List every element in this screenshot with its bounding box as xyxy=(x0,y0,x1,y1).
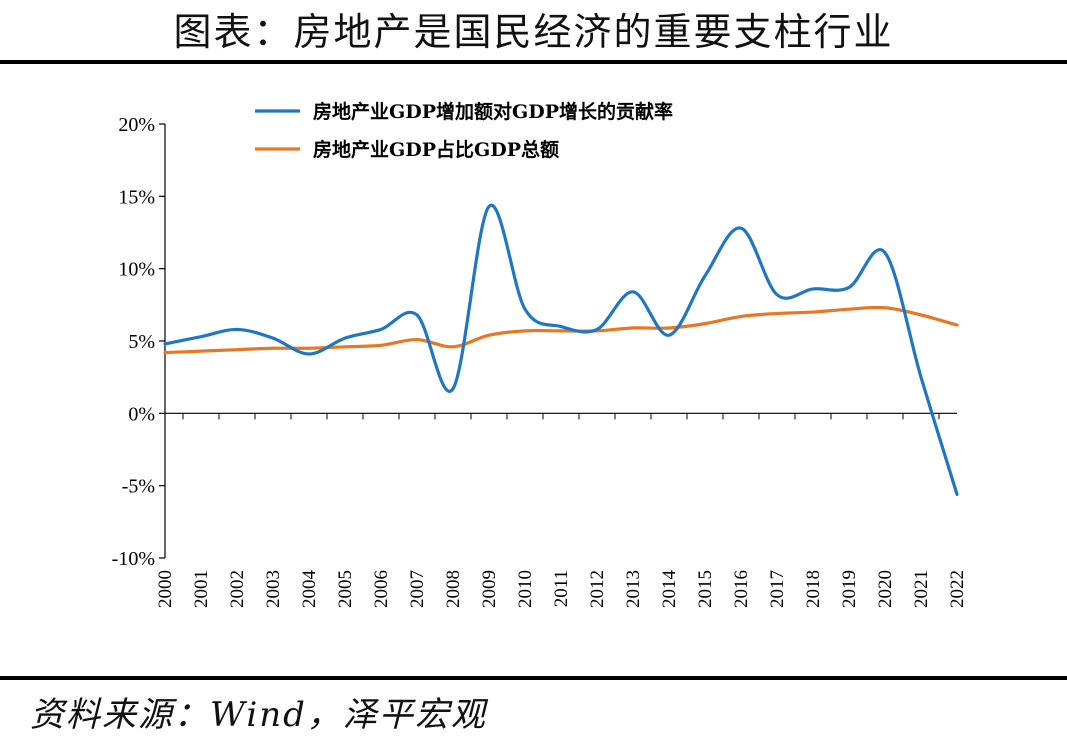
data-point xyxy=(812,287,815,290)
y-tick-label: 0% xyxy=(128,403,155,425)
top-divider xyxy=(0,60,1067,64)
data-point xyxy=(524,329,527,332)
data-point xyxy=(596,328,599,331)
legend-label: 房地产业GDP占比GDP总额 xyxy=(313,138,559,161)
y-tick-label: -10% xyxy=(112,548,155,570)
data-point xyxy=(920,376,923,379)
data-point xyxy=(632,290,635,293)
y-tick-label: 20% xyxy=(118,114,155,136)
data-point xyxy=(956,324,959,327)
data-point xyxy=(380,344,383,347)
x-tick-label: 2014 xyxy=(659,570,680,609)
x-tick-label: 2003 xyxy=(263,570,284,608)
x-tick-label: 2020 xyxy=(875,570,896,608)
x-tick-label: 2019 xyxy=(839,570,860,608)
x-tick-label: 2012 xyxy=(587,570,608,608)
legend-label: 房地产业GDP增加额对GDP增长的贡献率 xyxy=(313,100,673,123)
data-point xyxy=(740,315,743,318)
data-point xyxy=(848,308,851,311)
page-title: 图表：房地产是国民经济的重要支柱行业 xyxy=(173,10,894,54)
bottom-divider xyxy=(0,676,1067,680)
x-tick-label: 2018 xyxy=(803,570,824,608)
data-point xyxy=(848,286,851,289)
x-tick-label: 2011 xyxy=(551,570,572,607)
x-tick-label: 2006 xyxy=(371,570,392,608)
chart-axes: -10% -5% 0% 5% 10% 15% 20% 2000 2001 2002 2003 2004… xyxy=(112,114,968,608)
data-point xyxy=(272,347,275,350)
source-note: 资料来源：Wind，泽平宏观 xyxy=(30,695,487,735)
data-point xyxy=(164,351,167,354)
x-tick-label: 2007 xyxy=(407,570,428,608)
y-tick-label: 15% xyxy=(118,186,155,208)
data-point xyxy=(416,313,419,316)
data-point xyxy=(632,326,635,329)
data-point xyxy=(884,251,887,254)
y-tick-label: 5% xyxy=(128,331,155,353)
data-point xyxy=(560,329,563,332)
data-point xyxy=(236,348,239,351)
data-point xyxy=(200,335,203,338)
data-point xyxy=(704,322,707,325)
data-point xyxy=(524,308,527,311)
data-point xyxy=(488,205,491,208)
data-point xyxy=(776,312,779,315)
data-point xyxy=(704,274,707,277)
data-point xyxy=(308,353,311,356)
x-tick-label: 2017 xyxy=(767,570,788,608)
data-point xyxy=(488,334,491,337)
x-tick-label: 2021 xyxy=(911,570,932,608)
data-point xyxy=(812,311,815,314)
data-point xyxy=(308,347,311,350)
x-tick-label: 2022 xyxy=(947,570,968,608)
data-point xyxy=(236,328,239,331)
series-line-gdp-share xyxy=(163,305,959,355)
x-tick-label: 2010 xyxy=(515,570,536,608)
x-tick-label: 2013 xyxy=(623,570,644,608)
data-point xyxy=(164,342,167,345)
data-point xyxy=(668,326,671,329)
data-point xyxy=(956,493,959,496)
line-chart: -10% -5% 0% 5% 10% 15% 20% 2000 2001 2002 2003 2004… xyxy=(112,100,968,608)
data-point xyxy=(380,328,383,331)
x-tick-label: 2015 xyxy=(695,570,716,608)
data-point xyxy=(344,345,347,348)
data-point xyxy=(776,293,779,296)
data-point xyxy=(740,227,743,230)
data-point xyxy=(416,338,419,341)
x-tick-label: 2005 xyxy=(335,570,356,608)
data-point xyxy=(884,306,887,309)
y-tick-label: 10% xyxy=(118,259,155,281)
x-tick-label: 2008 xyxy=(443,570,464,608)
data-point xyxy=(344,337,347,340)
data-point xyxy=(452,345,455,348)
data-point xyxy=(452,387,455,390)
data-point xyxy=(920,313,923,316)
data-point xyxy=(668,334,671,337)
y-tick-label: -5% xyxy=(122,476,155,498)
data-point xyxy=(272,337,275,340)
data-point xyxy=(560,325,563,328)
x-tick-label: 2001 xyxy=(191,570,212,608)
x-tick-label: 2000 xyxy=(155,570,176,608)
chart-series xyxy=(163,203,959,496)
x-tick-label: 2009 xyxy=(479,570,500,608)
x-tick-label: 2002 xyxy=(227,570,248,608)
series-line-contribution-rate xyxy=(163,203,959,496)
x-tick-label: 2004 xyxy=(299,570,320,609)
data-point xyxy=(200,350,203,353)
x-tick-label: 2016 xyxy=(731,570,752,608)
